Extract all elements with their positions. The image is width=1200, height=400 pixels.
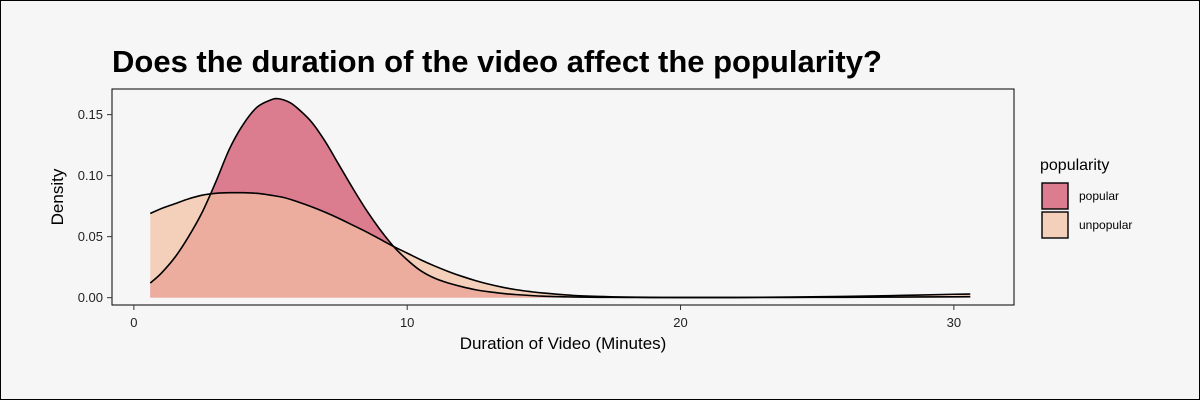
x-tick-label: 0 — [130, 315, 137, 330]
legend-swatch-popular — [1041, 182, 1069, 210]
x-axis-title: Duration of Video (Minutes) — [460, 334, 667, 353]
legend-label-popular: popular — [1079, 189, 1119, 203]
y-axis-title: Density — [48, 168, 67, 225]
y-tick-label: 0.00 — [78, 290, 103, 305]
y-tick-label: 0.05 — [78, 229, 103, 244]
legend-label-unpopular: unpopular — [1079, 218, 1132, 232]
y-axis-ticks: 0.00 0.05 0.10 0.15 — [78, 107, 112, 305]
y-tick-label: 0.15 — [78, 107, 103, 122]
chart-title: Does the duration of the video affect th… — [112, 44, 882, 79]
plot-panel — [111, 88, 1015, 306]
density-line-unpopular — [149, 191, 971, 299]
series-layer — [149, 97, 971, 299]
x-tick-label: 20 — [673, 315, 687, 330]
x-axis-ticks: 0 10 20 30 — [130, 305, 961, 330]
x-tick-label: 10 — [400, 315, 414, 330]
x-tick-label: 30 — [947, 315, 961, 330]
legend-title: popularity — [1040, 157, 1109, 174]
density-area-unpopular — [150, 192, 971, 298]
legend-swatch-unpopular — [1041, 211, 1069, 239]
y-tick-label: 0.10 — [78, 168, 103, 183]
legend: popularity popular unpopular — [1040, 157, 1132, 239]
